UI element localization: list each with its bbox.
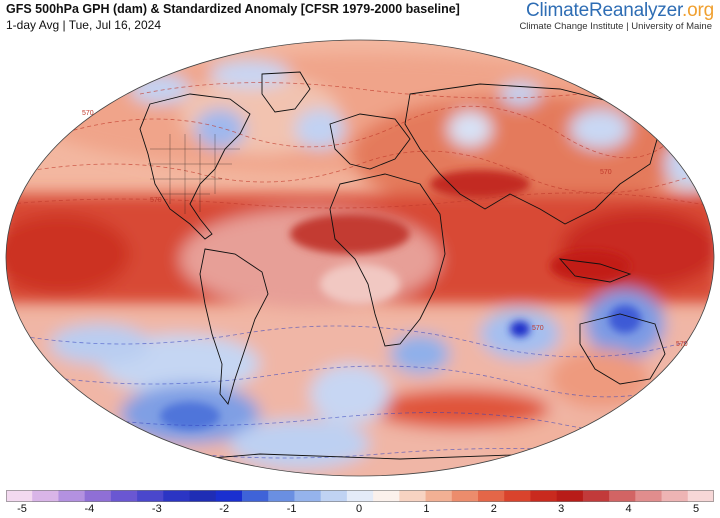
- colorbar-swatch: [609, 490, 636, 502]
- brand-suffix: .org: [682, 0, 714, 21]
- colorbar-swatch: [399, 490, 427, 502]
- contour-label: 570: [532, 325, 544, 332]
- south-america-outline: [199, 248, 269, 405]
- colorbar-swatch: [451, 490, 479, 502]
- contour-label: 570: [82, 110, 94, 117]
- colorbar-swatch: [189, 490, 217, 502]
- colorbar-swatch: [635, 490, 663, 502]
- colorbar-swatch: [242, 490, 269, 502]
- anomaly-field: [6, 40, 714, 476]
- colorbar-swatch: [84, 490, 112, 502]
- map-svg: 570 570 570 570 570: [5, 39, 715, 477]
- colorbar-tick-label: 3: [558, 503, 565, 515]
- colorbar-swatch: [58, 490, 86, 502]
- globe-border: [5, 39, 715, 477]
- colorbar-swatch: [478, 490, 505, 502]
- contour-labels: 570 570 570 570 570: [82, 110, 688, 348]
- contour-lines: [9, 82, 711, 209]
- greenland-outline: [261, 71, 311, 113]
- brand-logo[interactable]: ClimateReanalyzer.org: [526, 0, 714, 22]
- map-title: GFS 500hPa GPH (dam) & Standardized Anom…: [6, 2, 460, 16]
- colorbar-ticks: -5 -4 -3 -2 -1 0 1 2 3 4 5: [0, 503, 720, 517]
- colorbar-swatch: [163, 490, 191, 502]
- colorbar-tick-label: 4: [625, 503, 632, 515]
- colorbar-swatch: [294, 490, 322, 502]
- colorbar-tick-label: 2: [490, 503, 497, 515]
- colorbar-swatch: [582, 490, 610, 502]
- colorbar-swatch: [556, 490, 584, 502]
- europe-outline: [329, 113, 411, 170]
- colorbar-tick-label: 5: [692, 503, 700, 515]
- colorbar-tick-label: -1: [286, 503, 297, 515]
- colorbar-swatch: [110, 490, 138, 502]
- colorbar-tick-label: -4: [84, 503, 95, 515]
- world-map: 570 570 570 570 570: [0, 34, 720, 482]
- brand-affiliation: Climate Change Institute | University of…: [519, 21, 712, 32]
- colorbar-swatch: [6, 490, 33, 502]
- africa-outline: [329, 173, 446, 347]
- colorbar: [6, 490, 714, 502]
- contour-label: 570: [600, 169, 612, 176]
- indonesia-outline: [558, 258, 632, 283]
- colorbar-swatch: [661, 490, 689, 502]
- colorbar-tick-label: -5: [17, 503, 27, 515]
- colorbar-swatch: [425, 490, 453, 502]
- colorbar-tick-label: -2: [219, 503, 230, 515]
- asia-outline: [404, 83, 661, 225]
- colorbar-swatch: [687, 490, 714, 502]
- colorbar-swatch: [346, 490, 374, 502]
- state-borders: [148, 134, 240, 214]
- colorbar-swatch: [32, 490, 59, 502]
- colorbar-swatch: [215, 490, 243, 502]
- colorbar-tick-label: 0: [355, 503, 363, 515]
- colorbar-swatch: [268, 490, 295, 502]
- brand-name: ClimateReanalyzer: [525, 0, 683, 21]
- australia-outline: [579, 313, 666, 385]
- contour-label: 570: [676, 341, 688, 348]
- colorbar-swatch: [504, 490, 531, 502]
- colorbar-swatch: [137, 490, 164, 502]
- colorbar-swatch: [320, 490, 348, 502]
- colorbar-tick-label: -3: [151, 503, 162, 515]
- colorbar-swatch: [373, 490, 400, 502]
- colorbar-border: [6, 490, 714, 502]
- contour-label: 570: [150, 197, 162, 204]
- colorbar-tick-label: 1: [423, 503, 430, 515]
- map-subtitle: 1-day Avg | Tue, Jul 16, 2024: [6, 18, 162, 32]
- colorbar-swatch: [530, 490, 558, 502]
